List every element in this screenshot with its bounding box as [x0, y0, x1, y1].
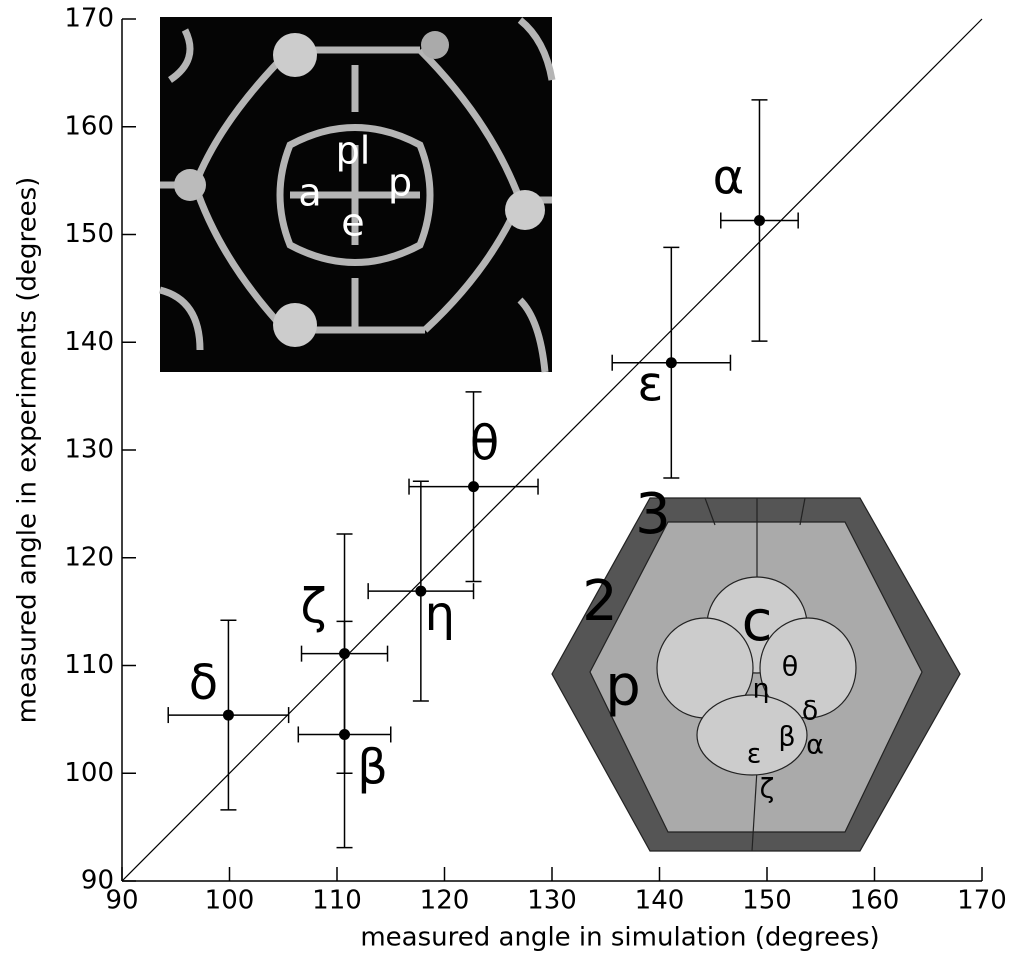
photo-label: pl — [336, 129, 371, 173]
y-tick-label: 100 — [64, 758, 114, 788]
diagram-label: δ — [802, 696, 819, 727]
point-label: ε — [637, 357, 663, 413]
y-tick-label: 150 — [64, 219, 114, 249]
x-tick-label: 110 — [312, 886, 362, 916]
diagram-label: 3 — [635, 482, 671, 547]
diagram-inset: 3 2 p c η θ δ β α ε ζ — [551, 482, 961, 852]
y-tick-label: 130 — [64, 435, 114, 465]
diagram-label: p — [605, 654, 641, 719]
y-tick-label: 90 — [81, 866, 114, 896]
x-axis-title: measured angle in simulation (degrees) — [360, 923, 879, 953]
point-label: β — [357, 739, 388, 795]
photo-label: a — [298, 171, 321, 215]
diagram-label: θ — [782, 652, 799, 683]
diagram-label: β — [778, 722, 795, 753]
diagram-label: α — [806, 730, 824, 761]
identity-line — [121, 18, 983, 882]
y-tick-label: 140 — [64, 327, 114, 357]
diagram-label: ε — [747, 739, 762, 770]
point-label: η — [425, 586, 455, 642]
point — [468, 481, 480, 493]
x-tick-label: 120 — [420, 886, 470, 916]
x-tick-label: 170 — [957, 886, 1007, 916]
x-tick-label: 130 — [527, 886, 577, 916]
x-tick-label: 160 — [850, 886, 900, 916]
x-tick-label: 140 — [635, 886, 685, 916]
point — [222, 709, 234, 721]
point — [339, 728, 351, 740]
x-tick-label: 90 — [105, 886, 138, 916]
x-tick-label: 100 — [205, 886, 255, 916]
diagram-label: c — [742, 589, 773, 654]
y-tick-label: 170 — [64, 4, 114, 34]
point — [665, 357, 677, 369]
point-label: δ — [189, 655, 218, 711]
diagram-label: η — [752, 674, 769, 705]
y-tick-label: 160 — [64, 111, 114, 141]
x-tick-label: 150 — [742, 886, 792, 916]
y-tick-label: 120 — [64, 542, 114, 572]
point — [415, 585, 427, 597]
point-label: α — [713, 149, 745, 205]
photo-label: p — [388, 161, 412, 205]
y-axis-title: measured angle in experiments (degrees) — [13, 177, 43, 724]
photo-inset: a pl p e — [159, 17, 556, 373]
y-tick-label: 110 — [64, 650, 114, 680]
point-label: ζ — [300, 579, 326, 635]
diagram-label: ζ — [760, 774, 775, 805]
point — [753, 214, 765, 226]
diagram-label: 2 — [582, 569, 618, 634]
point-label: θ — [470, 416, 499, 472]
photo-label: e — [341, 201, 364, 245]
